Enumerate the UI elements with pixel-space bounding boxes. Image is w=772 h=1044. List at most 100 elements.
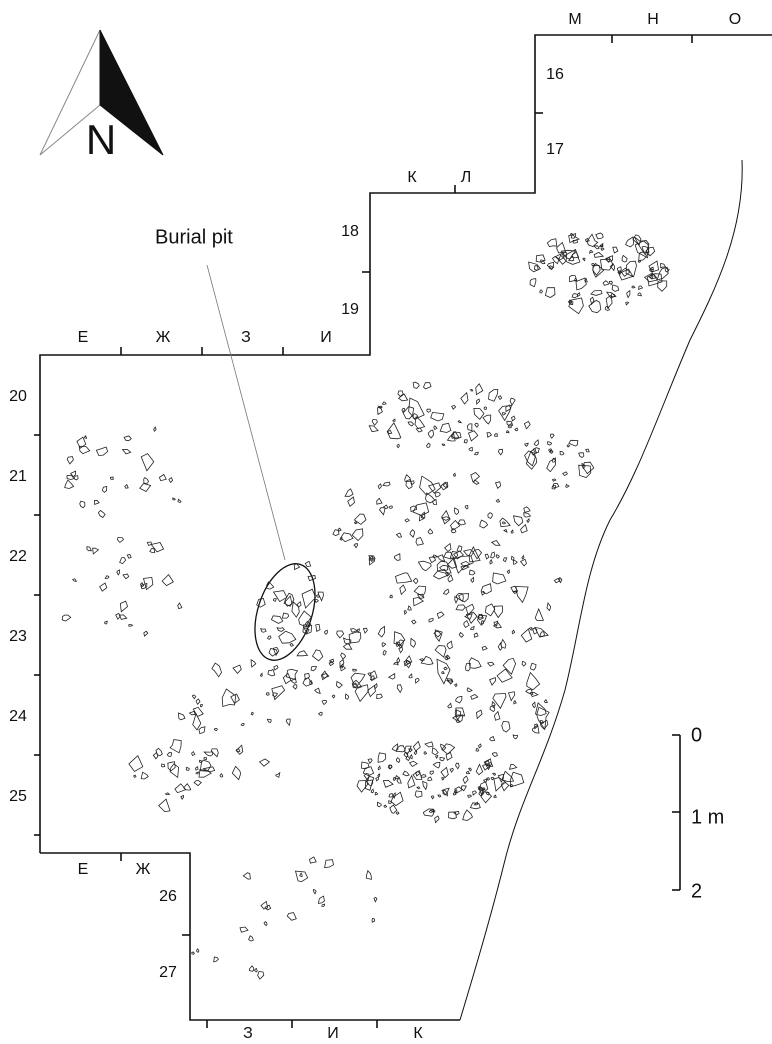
stone bbox=[377, 406, 383, 416]
stone bbox=[454, 683, 458, 688]
stone bbox=[493, 710, 501, 721]
stone bbox=[483, 406, 487, 410]
stone bbox=[370, 670, 378, 682]
stone bbox=[123, 435, 132, 442]
stone bbox=[344, 693, 349, 700]
stone bbox=[578, 464, 592, 478]
stone bbox=[444, 571, 451, 577]
stone bbox=[351, 679, 363, 689]
stone bbox=[593, 251, 605, 258]
stone bbox=[512, 515, 524, 527]
stone bbox=[301, 588, 317, 609]
stone bbox=[465, 662, 471, 672]
stone bbox=[434, 815, 440, 824]
stone bbox=[379, 507, 386, 516]
stone bbox=[413, 750, 418, 756]
stone bbox=[387, 672, 396, 680]
stone bbox=[446, 432, 456, 442]
stone bbox=[489, 704, 496, 713]
stone bbox=[158, 473, 167, 482]
stone bbox=[611, 284, 620, 292]
stone bbox=[294, 870, 309, 883]
stone bbox=[382, 779, 394, 788]
stone bbox=[376, 801, 382, 808]
stone bbox=[353, 513, 367, 525]
stone bbox=[431, 808, 436, 813]
stone bbox=[502, 521, 507, 525]
stone bbox=[219, 773, 224, 778]
stone bbox=[392, 792, 396, 800]
stone bbox=[250, 658, 257, 668]
stone bbox=[465, 611, 478, 625]
scale-label: 2 bbox=[691, 880, 702, 902]
stone bbox=[395, 641, 401, 648]
stone bbox=[391, 743, 399, 752]
stone bbox=[143, 477, 149, 484]
stone bbox=[213, 956, 219, 963]
column-label: К bbox=[407, 169, 417, 186]
stone bbox=[292, 684, 298, 690]
stone bbox=[456, 545, 463, 552]
stone bbox=[535, 254, 546, 263]
stone bbox=[191, 750, 196, 757]
stone bbox=[501, 412, 507, 416]
stone bbox=[291, 601, 300, 618]
stone bbox=[128, 755, 144, 773]
stone bbox=[362, 627, 368, 634]
stone bbox=[317, 591, 324, 602]
stone bbox=[377, 405, 383, 409]
stone bbox=[401, 407, 405, 413]
stone bbox=[441, 776, 445, 781]
stone bbox=[432, 761, 441, 769]
stone bbox=[427, 482, 442, 494]
stone bbox=[433, 425, 438, 431]
stone bbox=[235, 744, 244, 755]
stone bbox=[443, 551, 455, 560]
stone bbox=[451, 405, 457, 410]
stone bbox=[493, 620, 499, 627]
stone bbox=[64, 479, 75, 489]
stone bbox=[455, 604, 466, 611]
stone bbox=[469, 802, 481, 810]
stone bbox=[602, 280, 610, 286]
stone bbox=[377, 765, 381, 771]
stone bbox=[116, 569, 121, 576]
stone bbox=[353, 543, 358, 549]
stone bbox=[498, 405, 513, 422]
stone bbox=[493, 777, 507, 792]
row-label: 23 bbox=[9, 628, 27, 645]
stone bbox=[481, 590, 486, 596]
stone bbox=[366, 779, 374, 787]
stone bbox=[311, 649, 324, 662]
stone bbox=[547, 441, 553, 446]
stone bbox=[570, 233, 576, 239]
stone bbox=[520, 628, 533, 643]
stone bbox=[412, 381, 420, 389]
stone bbox=[314, 599, 320, 604]
stone bbox=[452, 472, 456, 477]
north-arrow-right bbox=[99, 29, 164, 156]
stone bbox=[435, 754, 439, 759]
stone bbox=[66, 456, 74, 465]
stone bbox=[523, 512, 532, 518]
stone bbox=[641, 245, 650, 254]
stone bbox=[430, 795, 435, 800]
stone bbox=[476, 709, 483, 720]
stone bbox=[534, 626, 549, 638]
stone bbox=[533, 439, 539, 447]
stone bbox=[72, 578, 78, 582]
stone bbox=[436, 554, 446, 562]
stone bbox=[523, 420, 531, 430]
stone bbox=[581, 462, 586, 470]
stone bbox=[386, 422, 402, 440]
stone bbox=[390, 791, 404, 807]
stone bbox=[621, 254, 628, 263]
stone bbox=[616, 266, 622, 275]
stone bbox=[526, 671, 541, 691]
stone bbox=[469, 388, 474, 392]
stone bbox=[436, 560, 452, 574]
stone bbox=[407, 605, 412, 611]
stone bbox=[324, 859, 334, 869]
leader-line bbox=[206, 264, 286, 561]
stone bbox=[578, 452, 585, 458]
